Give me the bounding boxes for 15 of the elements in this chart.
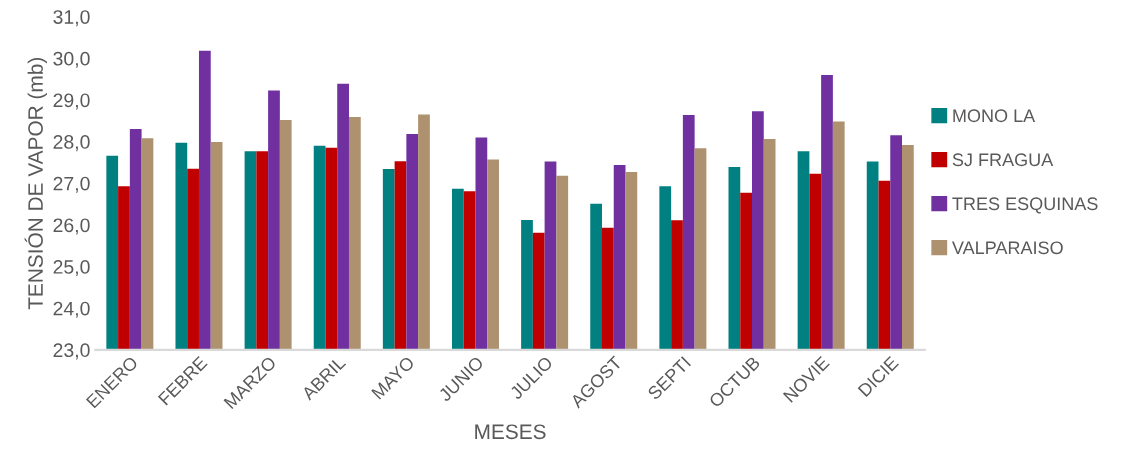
y-tick-label: 31,0 xyxy=(53,10,90,27)
legend-label: TRES ESQUINAS xyxy=(952,197,1098,214)
y-tick-label: 23,0 xyxy=(53,343,90,360)
y-tick-label: 29,0 xyxy=(53,93,90,110)
y-tick-label: 30,0 xyxy=(53,51,90,68)
y-tick-label: 27,0 xyxy=(53,176,90,193)
x-axis-title: MESES xyxy=(475,424,546,440)
legend-label: MONO LA xyxy=(953,109,1036,123)
y-tick-label: 26,0 xyxy=(53,218,90,235)
y-tick-label: 24,0 xyxy=(53,301,90,318)
y-tick-label: 25,0 xyxy=(53,260,90,277)
legend-label: VALPARAISO xyxy=(951,241,1063,255)
legend-label: SJ FRAGUA xyxy=(952,153,1054,167)
y-axis-title: TENSIÓN DE VAPOR (mb) xyxy=(24,57,48,310)
y-tick-label: 28,0 xyxy=(53,135,90,152)
